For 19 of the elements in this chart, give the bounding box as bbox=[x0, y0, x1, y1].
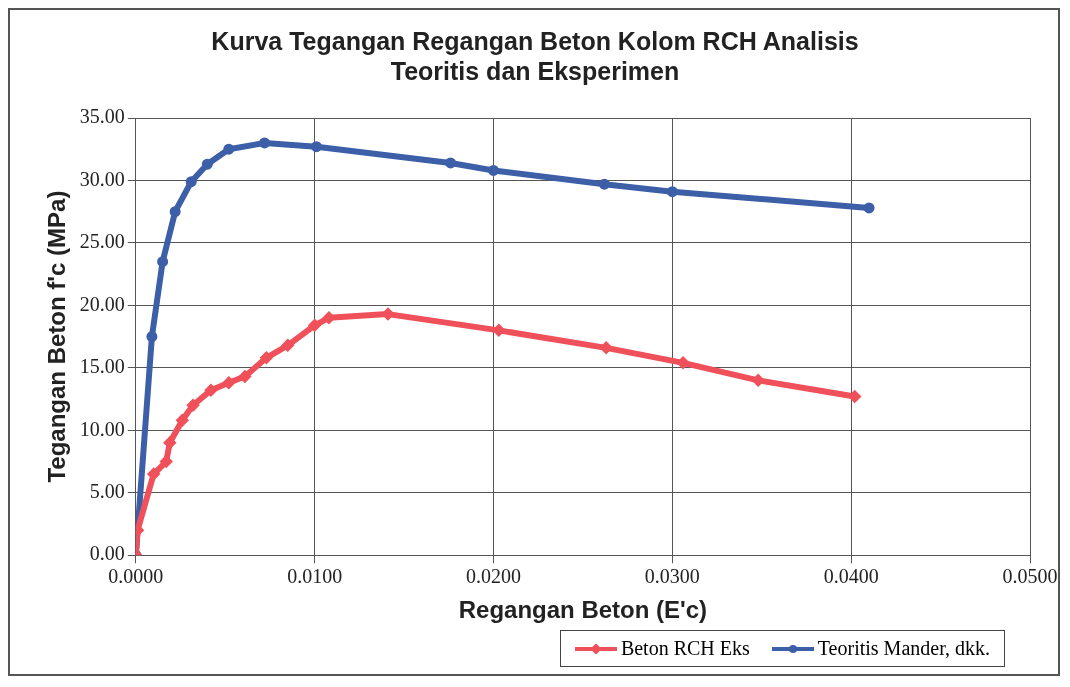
y-axis-title: Tegangan Beton f'c (MPa) bbox=[43, 190, 71, 483]
x-tick-label: 0.0200 bbox=[465, 565, 521, 588]
chart-title: Kurva Tegangan Regangan Beton Kolom RCH Analisis Teoritis dan Eksperimen bbox=[210, 26, 860, 86]
y-tick-label: 0.00 bbox=[89, 542, 125, 565]
x-tick-label: 0.0300 bbox=[644, 565, 700, 588]
y-tick-label: 20.00 bbox=[79, 292, 125, 315]
y-tick-label: 30.00 bbox=[79, 167, 125, 190]
y-tick-label: 15.00 bbox=[79, 355, 125, 378]
y-tick-label: 35.00 bbox=[79, 105, 125, 128]
x-tick-label: 0.0400 bbox=[823, 565, 879, 588]
y-tick-label: 25.00 bbox=[79, 230, 125, 253]
x-tick-label: 0.0100 bbox=[287, 565, 343, 588]
x-tick-label: 0.0500 bbox=[1002, 565, 1058, 588]
y-tick-label: 10.00 bbox=[79, 417, 125, 440]
x-axis-title: Regangan Beton (E'c) bbox=[458, 596, 708, 624]
y-tick-label: 5.00 bbox=[89, 479, 125, 502]
x-tick-label: 0.0000 bbox=[108, 565, 164, 588]
legend-label: Beton RCH Eks bbox=[620, 637, 750, 660]
legend-label: Teoritis Mander, dkk. bbox=[817, 637, 990, 660]
